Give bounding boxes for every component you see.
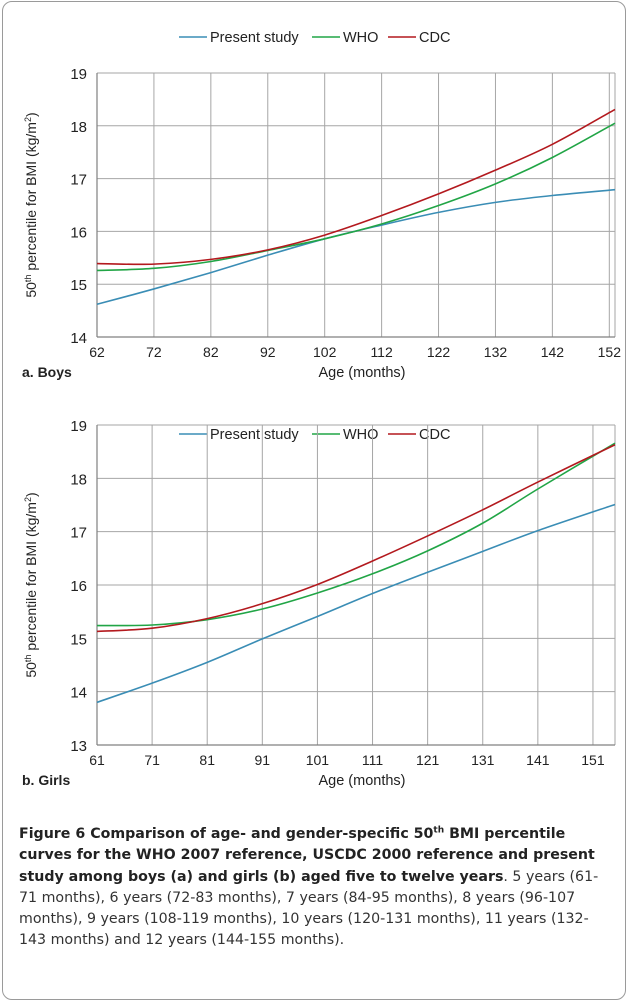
girls-xtick-111: 111 <box>362 752 383 768</box>
boys-ytick-19: 19 <box>70 66 87 83</box>
boys-legend-label-present-study: Present study <box>210 30 299 46</box>
girls-legend-label-cdc: CDC <box>419 427 450 443</box>
boys-ytick-16: 16 <box>70 224 87 241</box>
boys-ytick-17: 17 <box>70 172 87 189</box>
boys-legend: Present study WHO CDC <box>179 30 450 46</box>
girls-ytick-17: 17 <box>70 525 87 542</box>
boys-ytick-18: 18 <box>70 119 87 136</box>
boys-xtick-72: 72 <box>146 344 162 360</box>
girls-ytick-14: 14 <box>70 685 87 702</box>
caption-title-superscript: th <box>433 825 445 836</box>
girls-series-present-study <box>96 503 616 704</box>
girls-chart: Present study WHO CDC 13 14 15 16 17 18 19 61 71 8… <box>22 418 616 789</box>
girls-panel-label: b. Girls <box>22 772 70 788</box>
girls-legend: Present study WHO CDC <box>179 427 450 443</box>
boys-x-axis-label: Age (months) <box>318 365 405 381</box>
figure-caption: Figure 6 Comparison of age- and gender-s… <box>19 824 615 952</box>
caption-figure-label: Figure 6 <box>19 826 86 842</box>
girls-ytick-15: 15 <box>70 631 87 648</box>
boys-y-axis-label: 50th percentile for BMI (kg/m2) <box>23 112 39 297</box>
boys-ytick-15: 15 <box>70 277 87 294</box>
girls-xtick-121: 121 <box>416 752 440 768</box>
girls-xtick-101: 101 <box>306 752 330 768</box>
girls-y-axis-label: 50th percentile for BMI (kg/m2) <box>23 492 39 677</box>
caption-body: . 5 years (61-71 months), 6 years (72-83… <box>19 868 599 949</box>
boys-series-who <box>96 122 616 272</box>
girls-ytick-16: 16 <box>70 578 87 595</box>
girls-series-cdc <box>96 444 616 633</box>
boys-legend-label-who: WHO <box>343 30 378 46</box>
boys-xtick-122: 122 <box>427 344 451 360</box>
boys-panel-label: a. Boys <box>22 364 72 380</box>
girls-xtick-71: 71 <box>144 752 160 768</box>
girls-xtick-141: 141 <box>526 752 550 768</box>
girls-legend-label-present-study: Present study <box>210 427 299 443</box>
caption-title-part-1: Comparison of age- and gender-specific 5… <box>90 826 434 842</box>
caption-title-part-2: BMI percentile curves for the WHO 2007 r… <box>19 826 595 885</box>
boys-xtick-142: 142 <box>541 344 565 360</box>
boys-chart: Present study WHO CDC 14 15 16 17 18 19 62 72 82 9… <box>22 30 622 381</box>
girls-xtick-131: 131 <box>471 752 495 768</box>
boys-series-present-study <box>96 188 616 306</box>
boys-legend-label-cdc: CDC <box>419 30 450 46</box>
boys-xtick-102: 102 <box>313 344 337 360</box>
boys-xtick-152: 152 <box>598 344 622 360</box>
boys-xtick-82: 82 <box>203 344 219 360</box>
boys-xtick-62: 62 <box>89 344 105 360</box>
boys-series-cdc <box>96 108 616 266</box>
girls-ytick-18: 18 <box>70 471 87 488</box>
girls-xtick-61: 61 <box>89 752 105 768</box>
girls-series-who <box>96 442 616 627</box>
boys-xtick-132: 132 <box>484 344 508 360</box>
girls-xtick-81: 81 <box>199 752 215 768</box>
girls-ytick-13: 13 <box>70 738 87 755</box>
girls-x-axis-label: Age (months) <box>318 773 405 789</box>
girls-legend-label-who: WHO <box>343 427 378 443</box>
girls-xtick-151: 151 <box>581 752 605 768</box>
girls-xtick-91: 91 <box>255 752 271 768</box>
boys-xtick-92: 92 <box>260 344 276 360</box>
boys-xtick-112: 112 <box>370 344 393 360</box>
girls-ytick-19: 19 <box>70 418 87 435</box>
boys-ytick-14: 14 <box>70 330 87 347</box>
